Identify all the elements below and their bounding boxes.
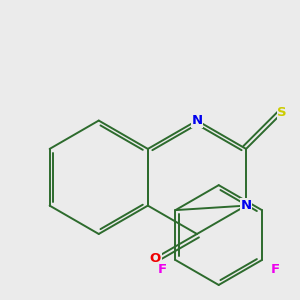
Text: N: N [191, 114, 203, 127]
Text: F: F [270, 263, 280, 276]
Text: F: F [158, 263, 167, 276]
Text: O: O [150, 252, 161, 265]
Text: N: N [241, 199, 252, 212]
Text: S: S [278, 106, 287, 119]
